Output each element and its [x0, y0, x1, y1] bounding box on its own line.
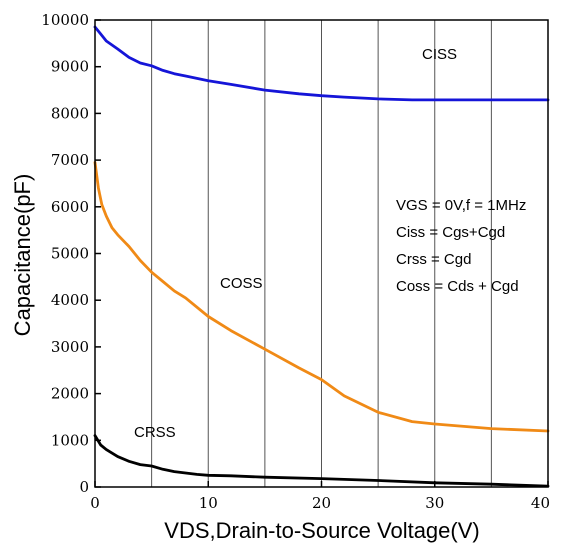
y-tick-label-1000: 1000: [51, 431, 89, 449]
series-label-ciss: CISS: [422, 46, 457, 63]
y-tick-label-4000: 4000: [51, 291, 89, 309]
x-tick-label-0: 0: [90, 494, 100, 512]
y-tick-label-8000: 8000: [51, 104, 89, 122]
x-tick-label-40: 40: [531, 494, 550, 512]
y-tick-label-2000: 2000: [51, 385, 89, 403]
y-tick-label-0: 0: [79, 478, 89, 496]
series-line-coss: [93, 160, 550, 433]
x-axis-title: VDS,Drain-to-Source Voltage(V): [164, 518, 479, 543]
series-label-crss: CRSS: [134, 424, 176, 441]
y-tick-label-5000: 5000: [51, 245, 89, 263]
x-tick-label-30: 30: [425, 494, 444, 512]
annotation-ciss-formula: Ciss = Cgs+Cgd: [396, 224, 505, 241]
annotation-coss-formula: Coss = Cds + Cgd: [396, 278, 519, 295]
series-line-crss: [93, 434, 550, 488]
y-tick-label-9000: 9000: [51, 58, 89, 76]
annotation-crss-formula: Crss = Cgd: [396, 251, 471, 268]
x-tick-label-10: 10: [199, 494, 218, 512]
series-line-ciss: [93, 25, 550, 102]
y-tick-label-7000: 7000: [51, 151, 89, 169]
axis-ticks: 0100020003000400050006000700080009000100…: [41, 11, 550, 512]
y-tick-label-6000: 6000: [51, 198, 89, 216]
y-tick-label-3000: 3000: [51, 338, 89, 356]
annotation-test-condition: VGS = 0V,f = 1MHz: [396, 197, 526, 214]
x-tick-label-20: 20: [312, 494, 331, 512]
series-label-coss: COSS: [220, 275, 263, 292]
y-axis-title: Capacitance(pF): [10, 174, 35, 337]
y-tick-label-10000: 10000: [41, 11, 89, 29]
series-layer: [93, 25, 550, 488]
